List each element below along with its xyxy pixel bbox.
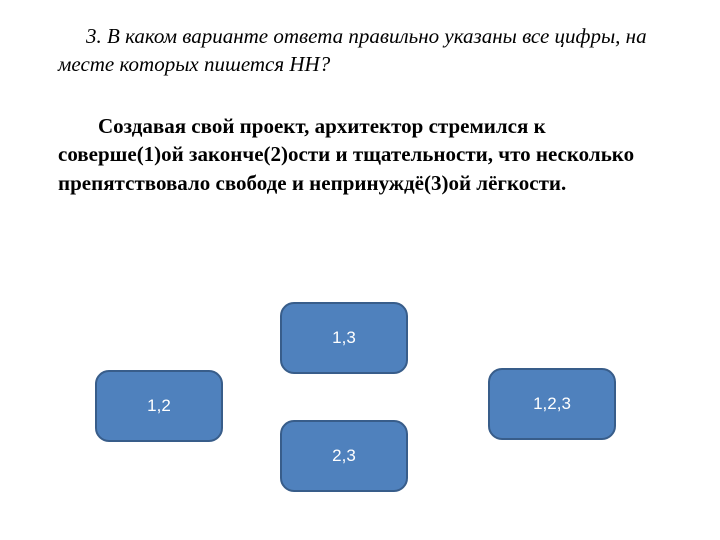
answer-option-b-label: 1,3 [332,328,356,348]
answer-option-d[interactable]: 1,2,3 [488,368,616,440]
question-body: Создавая свой проект, архитектор стремил… [58,112,665,197]
answer-option-c[interactable]: 2,3 [280,420,408,492]
answer-option-d-label: 1,2,3 [533,394,571,414]
question-prompt: 3. В каком варианте ответа правильно ука… [58,22,660,79]
answer-option-a-label: 1,2 [147,396,171,416]
answer-option-c-label: 2,3 [332,446,356,466]
answer-option-a[interactable]: 1,2 [95,370,223,442]
answer-option-b[interactable]: 1,3 [280,302,408,374]
